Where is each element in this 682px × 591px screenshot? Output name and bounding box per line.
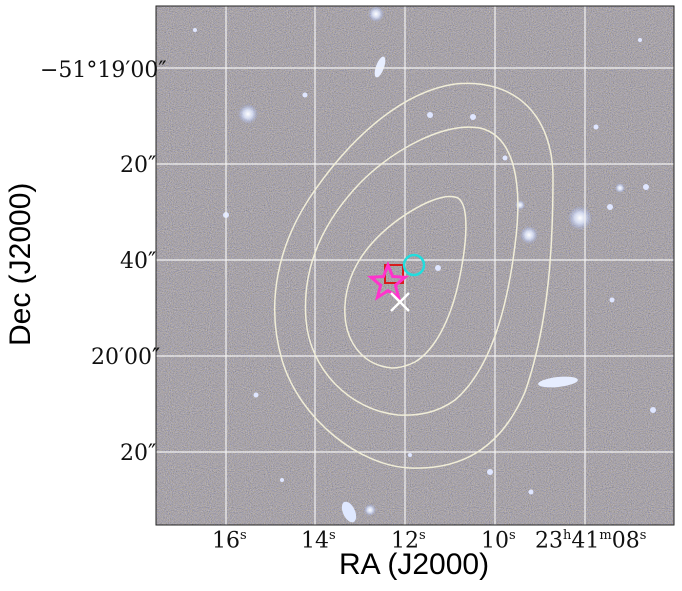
dec-tick-5: 20″ <box>120 441 157 466</box>
x-axis-title: RA (J2000) <box>339 548 490 581</box>
y-axis-title: Dec (J2000) <box>4 182 37 346</box>
source-markers <box>367 253 426 312</box>
sky-image <box>156 6 674 525</box>
bright-sources <box>193 6 656 523</box>
cross-marker <box>390 292 410 312</box>
contour-outer <box>273 82 554 469</box>
ra-tick-3: 12s <box>391 528 426 554</box>
dec-tick-2: 20″ <box>120 153 157 178</box>
ra-tick-4: 10s <box>481 528 516 554</box>
ra-tick-1: 16s <box>212 528 247 554</box>
contour-middle <box>304 126 519 416</box>
dec-tick-3: 40″ <box>120 249 157 274</box>
image-frame <box>155 5 675 526</box>
dec-tick-4: 20′00″ <box>91 345 161 370</box>
dec-tick-1: −51°19′00″ <box>40 58 167 83</box>
ra-tick-2: 14s <box>301 528 336 554</box>
contour-inner <box>344 195 467 369</box>
contour-lines <box>273 82 554 469</box>
ra-tick-5: 23h41m08s <box>535 528 647 554</box>
circle-marker <box>402 253 426 277</box>
coordinate-grid <box>156 6 674 525</box>
star-marker <box>367 260 409 301</box>
